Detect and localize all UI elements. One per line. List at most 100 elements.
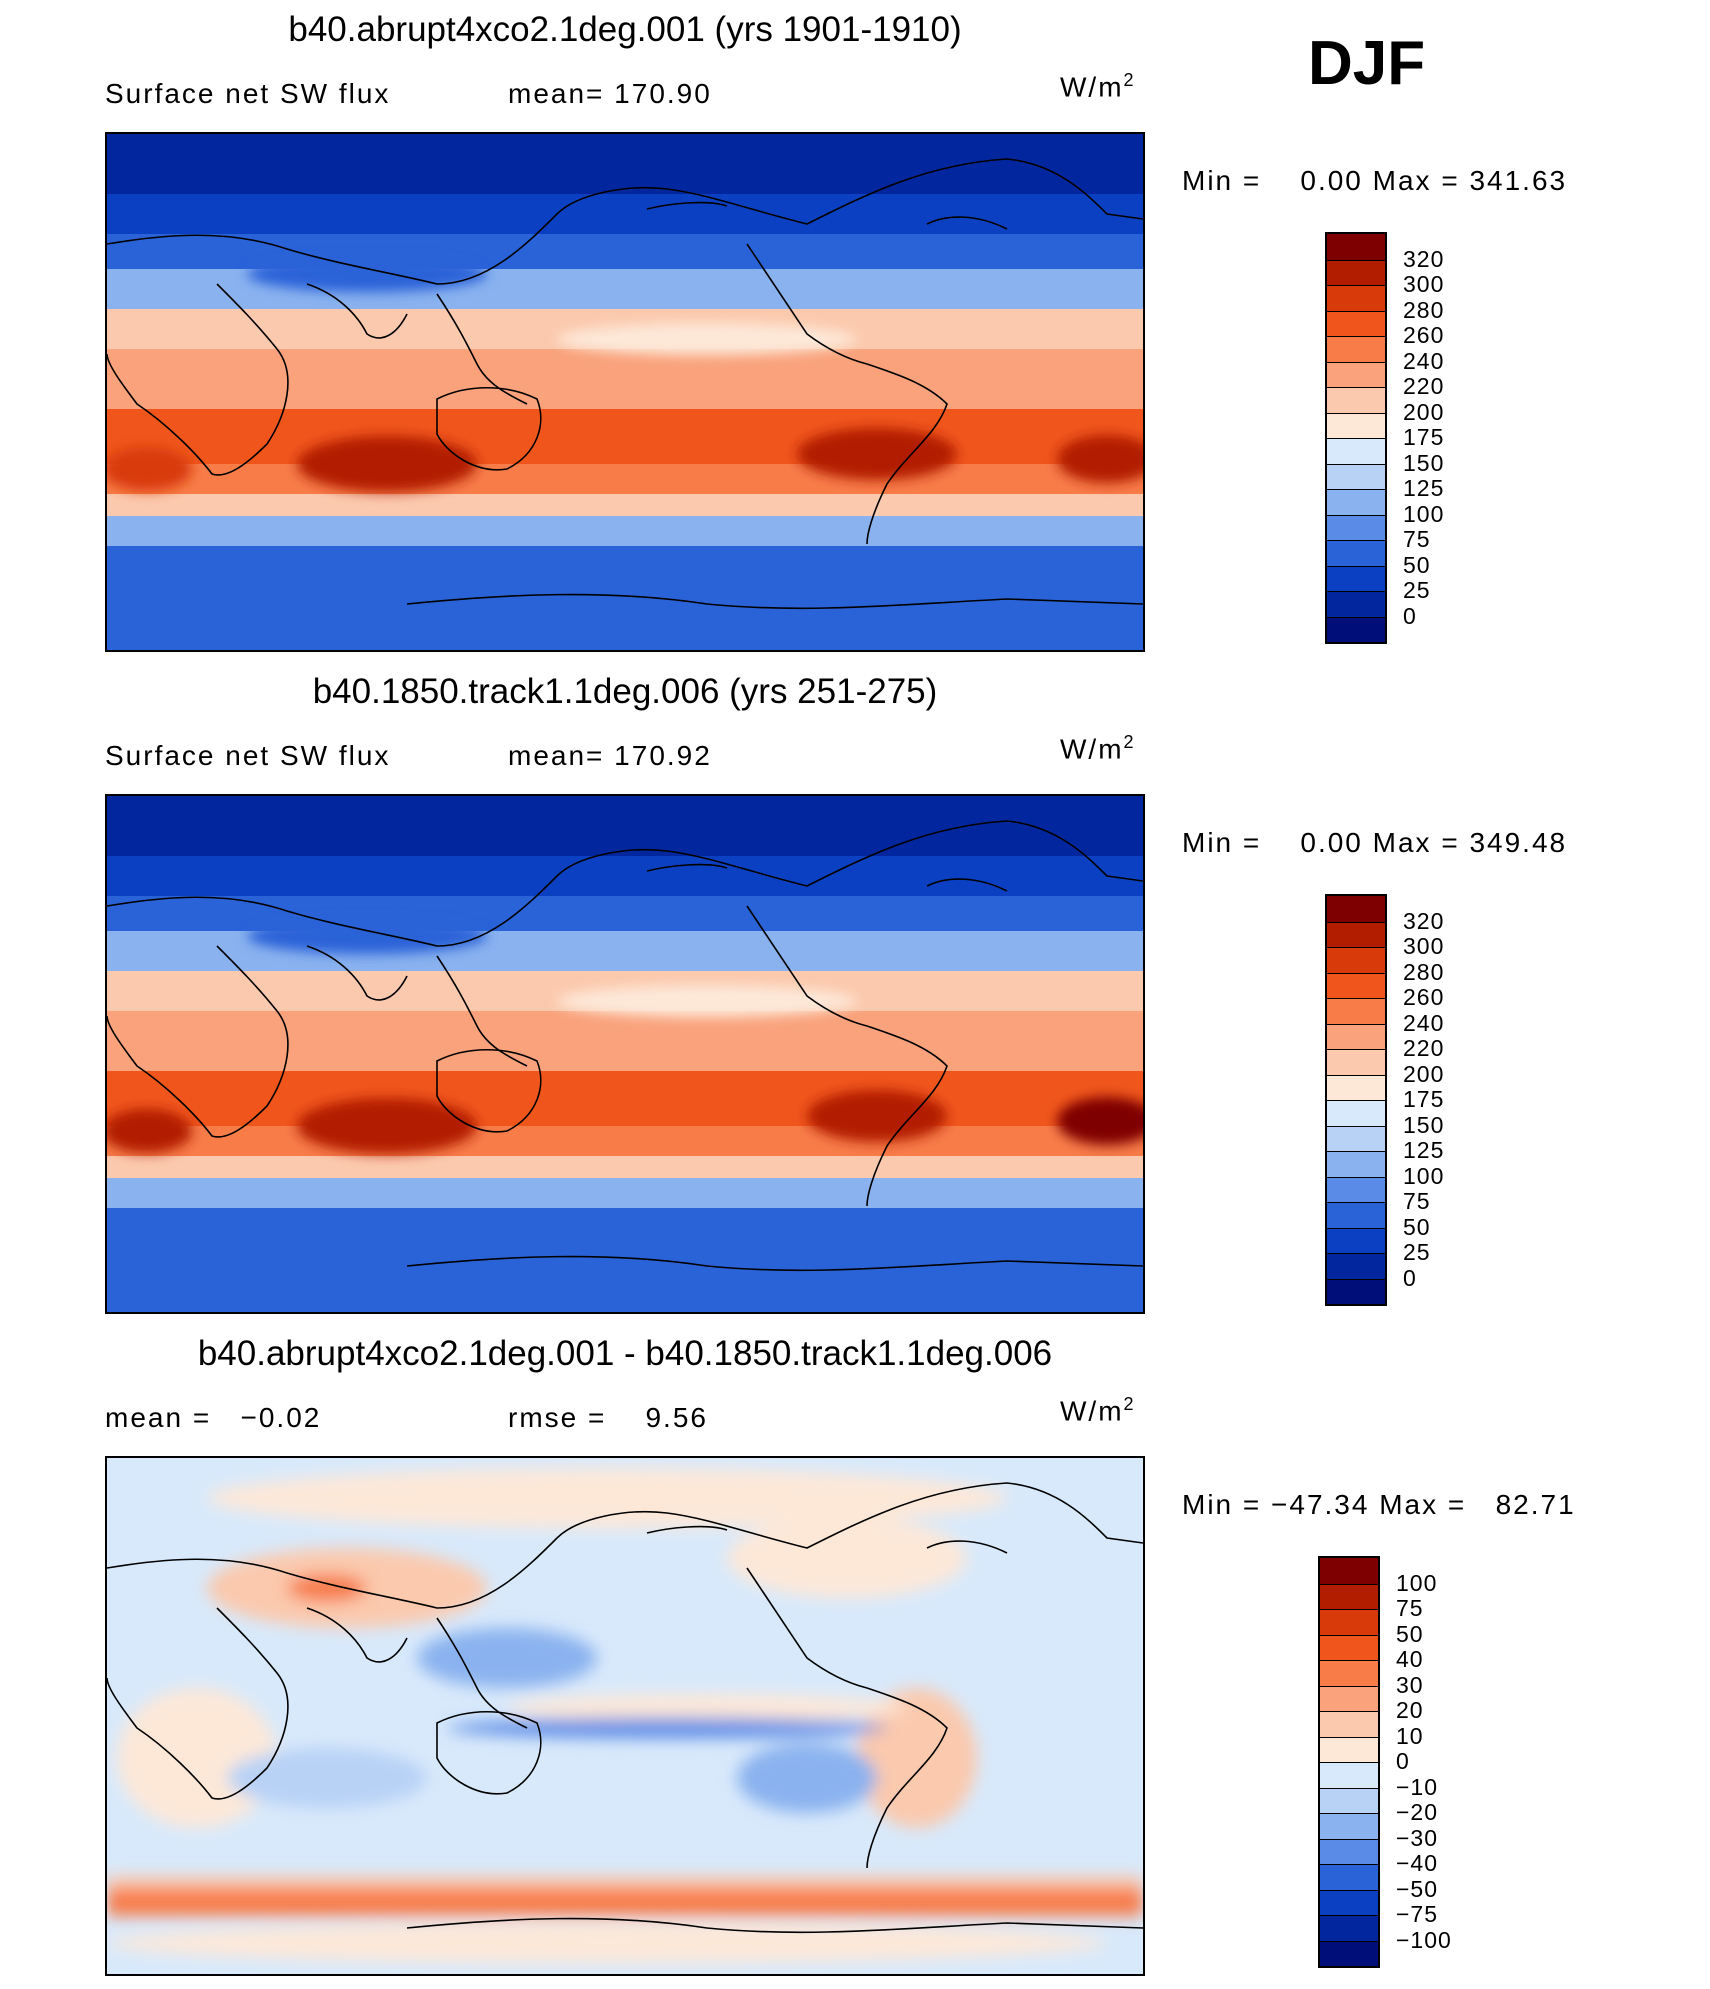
colorbar-cell — [1320, 1762, 1378, 1788]
colorbar-cell — [1327, 947, 1385, 973]
colorbar-tick-label: 150 — [1403, 1111, 1445, 1138]
colorbar-tick-label: 320 — [1403, 245, 1445, 272]
panel-1-units: W/m2 — [1060, 70, 1134, 103]
colorbar-tick-label: 25 — [1403, 1239, 1431, 1265]
panel-3-mean-label: mean = −0.02 — [105, 1402, 322, 1433]
diff-cool-nwpacific — [417, 1628, 597, 1688]
band-south-high — [107, 1178, 1143, 1208]
diff-warm-southern-ocean — [107, 1888, 1143, 1916]
coastlines — [107, 158, 1143, 610]
colorbar-tick-label: −100 — [1396, 1926, 1452, 1953]
colorbar-cell — [1320, 1583, 1378, 1609]
colorbar-cell — [1320, 1558, 1378, 1584]
colorbar-cell — [1327, 1074, 1385, 1100]
colorbar-tick-label: 260 — [1403, 984, 1445, 1010]
colorbar-tick-label: −10 — [1396, 1773, 1439, 1800]
colorbar-cell — [1327, 514, 1385, 540]
colorbar-tick-label: 0 — [1403, 1264, 1417, 1291]
max-patch-africa — [107, 1109, 192, 1153]
colorbar-cell — [1327, 489, 1385, 515]
diff-cool-pacific — [737, 1743, 877, 1813]
max-patch-indian — [297, 1098, 477, 1154]
colorbar-tick-label: 240 — [1403, 1009, 1445, 1036]
band-south-subtropics — [107, 464, 1143, 494]
colorbar-tick-label: −20 — [1396, 1799, 1439, 1825]
diff-warm-tropics — [507, 1694, 907, 1722]
colorbar-tick-label: 100 — [1403, 500, 1445, 527]
colorbar-cell — [1320, 1685, 1378, 1711]
band-arctic — [107, 134, 1143, 194]
colorbar-cell — [1327, 310, 1385, 336]
colorbar-cell — [1327, 565, 1385, 591]
colorbar-cell — [1327, 896, 1385, 922]
colorbar-tick-label: 10 — [1396, 1722, 1424, 1749]
diff-warm-samerica — [857, 1688, 977, 1828]
panel-2-units: W/m2 — [1060, 732, 1134, 765]
colorbar-tick-label: 280 — [1403, 296, 1445, 323]
band-south-mid — [107, 1156, 1143, 1178]
colorbar-cell — [1327, 1227, 1385, 1253]
band-tropics — [107, 349, 1143, 409]
colorbar-cell — [1327, 361, 1385, 387]
panel-2-title: b40.1850.track1.1deg.006 (yrs 251-275) — [312, 672, 938, 711]
panel-3-rmse-label: rmse = 9.56 — [508, 1402, 708, 1433]
diff-warm-arctic — [207, 1468, 1007, 1528]
colorbar-cell — [1320, 1711, 1378, 1737]
season-label: DJF — [1308, 29, 1426, 98]
colorbar-cell — [1327, 1278, 1385, 1304]
colorbar-tick-label: 300 — [1403, 933, 1445, 959]
colorbar-cell — [1327, 998, 1385, 1024]
colorbar-cell — [1320, 1634, 1378, 1660]
band-antarctic — [107, 546, 1143, 650]
colorbar-tick-label: 300 — [1403, 271, 1445, 297]
colorbar-tick-label: 100 — [1396, 1569, 1438, 1596]
colorbar-tick-label: 200 — [1403, 1060, 1445, 1087]
warm-patch-pacific-n — [557, 323, 857, 355]
colorbar-tick-label: 50 — [1403, 1213, 1431, 1240]
colorbar-cell — [1327, 1100, 1385, 1126]
colorbar-tick-label: 75 — [1396, 1595, 1424, 1621]
colorbar-cell — [1327, 387, 1385, 413]
colorbar-cell — [1327, 1125, 1385, 1151]
panel-3-colorbar — [1318, 1556, 1380, 1968]
colorbar-cell — [1327, 1253, 1385, 1279]
panel-2-variable-label: Surface net SW flux — [105, 740, 391, 771]
band-arctic — [107, 796, 1143, 856]
cool-patch-asia — [247, 256, 487, 292]
band-south-tropics — [107, 1071, 1143, 1126]
diff-warm-southern-ocean-2 — [107, 1876, 1143, 1888]
coastlines — [107, 1482, 1143, 1934]
colorbar-tick-label: 150 — [1403, 449, 1445, 476]
colorbar-tick-label: 25 — [1403, 577, 1431, 603]
diff-warm-america — [727, 1518, 967, 1598]
colorbar-tick-label: 220 — [1403, 1035, 1445, 1061]
panel-1-title: b40.abrupt4xco2.1deg.001 (yrs 1901-1910) — [288, 10, 962, 49]
band-south-high — [107, 516, 1143, 546]
colorbar-cell — [1327, 1023, 1385, 1049]
panel-2-map — [105, 794, 1145, 1314]
band-antarctic — [107, 1208, 1143, 1312]
colorbar-tick-label: 100 — [1403, 1162, 1445, 1189]
colorbar-tick-label: 20 — [1396, 1697, 1424, 1723]
coastlines — [107, 820, 1143, 1272]
colorbar-cell — [1327, 540, 1385, 566]
colorbar-cell — [1320, 1915, 1378, 1941]
band-south-mid — [107, 494, 1143, 516]
panel-1-colorbar — [1325, 232, 1387, 644]
colorbar-tick-label: 125 — [1403, 1137, 1445, 1163]
warm-patch-pacific-n — [557, 985, 857, 1017]
colorbar-tick-label: −75 — [1396, 1901, 1439, 1927]
max-patch-atlantic — [1057, 1097, 1143, 1145]
band-north-high — [107, 856, 1143, 896]
colorbar-tick-label: 0 — [1403, 602, 1417, 629]
colorbar-cell — [1327, 285, 1385, 311]
colorbar-tick-label: −50 — [1396, 1875, 1439, 1902]
colorbar-tick-label: 280 — [1403, 958, 1445, 985]
diff-warm-antarctic — [107, 1923, 1107, 1963]
cool-patch-asia — [247, 918, 487, 954]
colorbar-cell — [1320, 1889, 1378, 1915]
colorbar-tick-label: 200 — [1403, 398, 1445, 425]
colorbar-cell — [1327, 1151, 1385, 1177]
colorbar-cell — [1327, 591, 1385, 617]
colorbar-tick-label: −30 — [1396, 1824, 1439, 1851]
